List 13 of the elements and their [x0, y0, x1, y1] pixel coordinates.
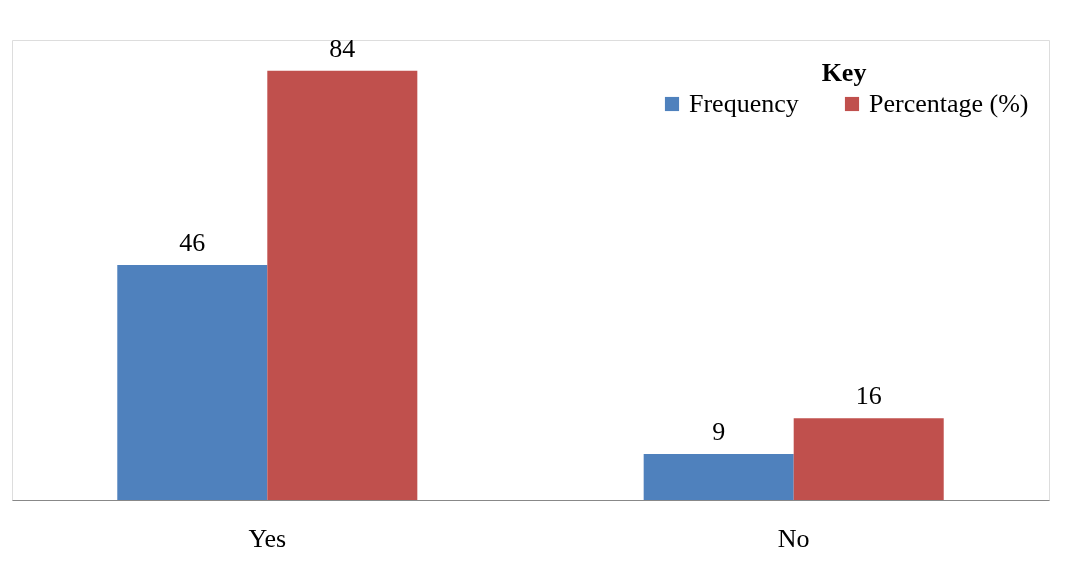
data-label: 9: [712, 417, 726, 446]
legend-label: Frequency: [689, 89, 799, 118]
bar: [643, 454, 794, 500]
data-label: 16: [855, 381, 882, 411]
bar: [117, 264, 268, 500]
x-tick-label: Yes: [248, 523, 287, 553]
data-label: 84: [329, 33, 356, 63]
data-label: 46: [179, 227, 206, 257]
bar: [793, 418, 944, 500]
x-tick-label: No: [777, 523, 810, 553]
legend-title: Key: [821, 58, 867, 87]
bar: [267, 70, 418, 500]
legend-label: Percentage (%): [869, 89, 1029, 118]
